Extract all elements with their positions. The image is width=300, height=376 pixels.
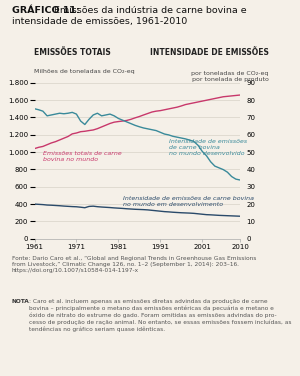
- Text: por toneladas de CO₂-eq
por tonelada de produto: por toneladas de CO₂-eq por tonelada de …: [191, 71, 268, 82]
- Text: : Caro et al. incluem apenas as emissões diretas advindas da produção de carne
b: : Caro et al. incluem apenas as emissões…: [29, 299, 292, 332]
- Text: Intensidade de emissões
de carne bovina
no mundo desenvolvido: Intensidade de emissões de carne bovina …: [169, 139, 247, 156]
- Text: GRÁFICO 11:: GRÁFICO 11:: [12, 6, 80, 15]
- Text: NOTA: NOTA: [12, 299, 30, 304]
- Text: Intensidade de emissões de carne bovina
no mundo em desenvolvimento: Intensidade de emissões de carne bovina …: [123, 196, 254, 208]
- Text: Milhões de toneladas de CO₂-eq: Milhões de toneladas de CO₂-eq: [34, 70, 135, 74]
- Text: Emissões totais de carne
bovina no mundo: Emissões totais de carne bovina no mundo: [43, 151, 122, 162]
- Text: Emissões da indústria de carne bovina e
intensidade de emissões, 1961-2010: Emissões da indústria de carne bovina e …: [12, 6, 247, 26]
- Text: INTENSIDADE DE EMISSÕES: INTENSIDADE DE EMISSÕES: [150, 48, 268, 57]
- Text: Fonte: Dario Caro et al., “Global and Regional Trends in Greenhouse Gas Emission: Fonte: Dario Caro et al., “Global and Re…: [12, 256, 256, 273]
- Text: EMISSÕES TOTAIS: EMISSÕES TOTAIS: [34, 48, 111, 57]
